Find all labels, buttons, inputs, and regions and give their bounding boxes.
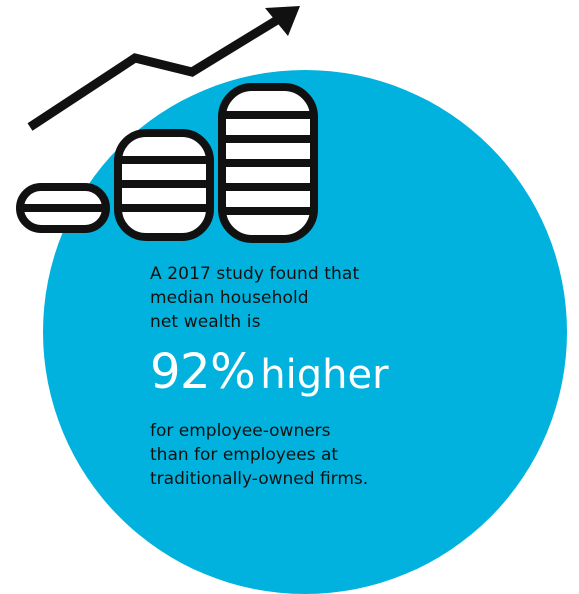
coin-stack-icon-small bbox=[16, 183, 110, 233]
intro-text: A 2017 study found that median household… bbox=[150, 262, 470, 334]
outro-line: for employee-owners bbox=[150, 421, 331, 441]
stat-value: 92% bbox=[150, 344, 256, 400]
coin-stack-icon-medium bbox=[114, 129, 214, 241]
intro-line: median household bbox=[150, 288, 309, 308]
intro-line: net wealth is bbox=[150, 312, 261, 332]
statistic-text-block: A 2017 study found that median household… bbox=[150, 262, 470, 491]
stat-headline: 92% higher bbox=[150, 342, 470, 413]
outro-line: traditionally-owned firms. bbox=[150, 469, 369, 489]
intro-line: A 2017 study found that bbox=[150, 264, 360, 284]
outro-text: for employee-owners than for employees a… bbox=[150, 419, 470, 491]
coin-stack-icon-tall bbox=[218, 83, 318, 243]
trend-arrow-icon bbox=[27, 6, 300, 131]
outro-line: than for employees at bbox=[150, 445, 339, 465]
stat-word: higher bbox=[260, 352, 389, 398]
